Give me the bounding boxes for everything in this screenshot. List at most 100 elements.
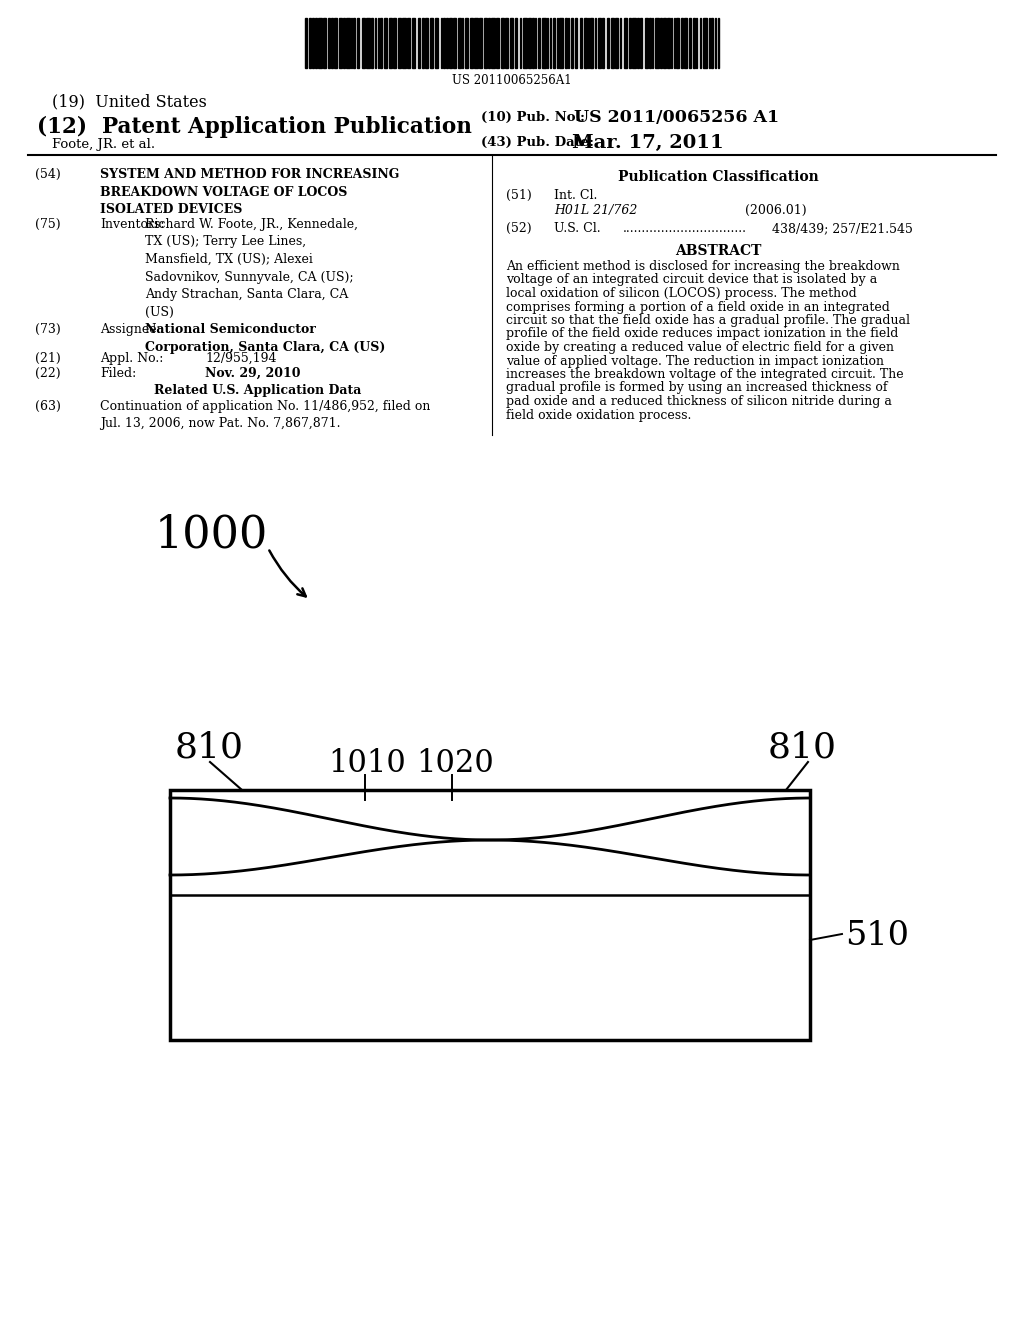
Bar xyxy=(490,18,495,69)
Bar xyxy=(559,18,562,69)
Bar xyxy=(402,18,406,69)
Bar xyxy=(688,18,691,69)
Text: Related U.S. Application Data: Related U.S. Application Data xyxy=(155,384,361,397)
Bar xyxy=(528,18,531,69)
Text: increases the breakdown voltage of the integrated circuit. The: increases the breakdown voltage of the i… xyxy=(506,368,903,381)
Bar xyxy=(510,18,513,69)
Bar xyxy=(629,18,631,69)
Bar xyxy=(538,18,540,69)
Bar xyxy=(535,18,536,69)
Bar xyxy=(311,18,313,69)
Bar xyxy=(505,18,508,69)
Text: voltage of an integrated circuit device that is isolated by a: voltage of an integrated circuit device … xyxy=(506,273,878,286)
Bar xyxy=(591,18,593,69)
Text: US 20110065256A1: US 20110065256A1 xyxy=(453,74,571,87)
Text: US 2011/0065256 A1: US 2011/0065256 A1 xyxy=(574,110,779,125)
Text: 810: 810 xyxy=(175,730,244,764)
Bar xyxy=(620,18,622,69)
Text: local oxidation of silicon (LOCOS) process. The method: local oxidation of silicon (LOCOS) proce… xyxy=(506,286,857,300)
Text: (19)  United States: (19) United States xyxy=(52,92,207,110)
Bar xyxy=(715,18,716,69)
Bar xyxy=(367,18,370,69)
Bar xyxy=(652,18,653,69)
Bar xyxy=(709,18,710,69)
Bar xyxy=(575,18,578,69)
Bar xyxy=(553,18,555,69)
Bar xyxy=(314,18,317,69)
Text: profile of the field oxide reduces impact ionization in the field: profile of the field oxide reduces impac… xyxy=(506,327,898,341)
Text: value of applied voltage. The reduction in impact ionization: value of applied voltage. The reduction … xyxy=(506,355,884,367)
Bar xyxy=(389,18,391,69)
Bar xyxy=(408,18,411,69)
Bar xyxy=(712,18,713,69)
Text: 1000: 1000 xyxy=(155,513,268,556)
Bar xyxy=(479,18,482,69)
Bar xyxy=(430,18,433,69)
Bar xyxy=(644,18,647,69)
Bar xyxy=(532,18,534,69)
Text: (21): (21) xyxy=(35,352,60,366)
Bar xyxy=(440,18,441,69)
Bar xyxy=(681,18,683,69)
Text: pad oxide and a reduced thickness of silicon nitride during a: pad oxide and a reduced thickness of sil… xyxy=(506,395,892,408)
Bar xyxy=(674,18,675,69)
Bar xyxy=(470,18,473,69)
Text: Continuation of application No. 11/486,952, filed on
Jul. 13, 2006, now Pat. No.: Continuation of application No. 11/486,9… xyxy=(100,400,430,430)
Text: (63): (63) xyxy=(35,400,60,413)
Bar xyxy=(664,18,667,69)
Text: 438/439; 257/E21.545: 438/439; 257/E21.545 xyxy=(772,222,912,235)
Bar xyxy=(611,18,613,69)
Text: Assignee:: Assignee: xyxy=(100,323,161,337)
Bar xyxy=(323,18,326,69)
Bar xyxy=(357,18,359,69)
Bar xyxy=(474,18,478,69)
Bar xyxy=(425,18,428,69)
Bar xyxy=(371,18,373,69)
Text: oxide by creating a reduced value of electric field for a given: oxide by creating a reduced value of ele… xyxy=(506,341,894,354)
Bar xyxy=(640,18,642,69)
Text: (10) Pub. No.:: (10) Pub. No.: xyxy=(481,111,585,124)
Bar xyxy=(547,18,548,69)
Bar xyxy=(375,18,377,69)
Bar xyxy=(693,18,695,69)
Text: Filed:: Filed: xyxy=(100,367,136,380)
Bar xyxy=(519,18,521,69)
Bar xyxy=(351,18,352,69)
Bar xyxy=(496,18,499,69)
Text: (43) Pub. Date:: (43) Pub. Date: xyxy=(481,136,594,149)
Text: 1020: 1020 xyxy=(416,748,494,779)
Bar xyxy=(624,18,627,69)
Text: Int. Cl.: Int. Cl. xyxy=(554,189,597,202)
Bar xyxy=(450,18,453,69)
Text: (73): (73) xyxy=(35,323,60,337)
Bar xyxy=(565,18,566,69)
Text: circuit so that the field oxide has a gradual profile. The gradual: circuit so that the field oxide has a gr… xyxy=(506,314,910,327)
Text: Inventors:: Inventors: xyxy=(100,218,165,231)
Bar xyxy=(462,18,463,69)
Text: Publication Classification: Publication Classification xyxy=(617,170,818,183)
Bar xyxy=(655,18,658,69)
Bar xyxy=(501,18,504,69)
Bar xyxy=(361,18,365,69)
Text: field oxide oxidation process.: field oxide oxidation process. xyxy=(506,408,691,421)
Text: H01L 21/762: H01L 21/762 xyxy=(554,205,637,216)
Bar xyxy=(418,18,420,69)
Bar xyxy=(571,18,573,69)
Bar xyxy=(329,18,330,69)
Bar xyxy=(309,18,311,69)
Bar xyxy=(588,18,590,69)
Bar xyxy=(523,18,526,69)
Text: comprises forming a portion of a field oxide in an integrated: comprises forming a portion of a field o… xyxy=(506,301,890,314)
Text: 510: 510 xyxy=(845,920,909,952)
Bar xyxy=(718,18,719,69)
Bar xyxy=(380,18,382,69)
Text: (52): (52) xyxy=(506,222,531,235)
Bar xyxy=(318,18,322,69)
Bar xyxy=(353,18,354,69)
Bar xyxy=(334,18,337,69)
Bar xyxy=(305,18,307,69)
Bar xyxy=(550,18,551,69)
Bar xyxy=(393,18,396,69)
Bar xyxy=(442,18,444,69)
Bar xyxy=(339,18,342,69)
